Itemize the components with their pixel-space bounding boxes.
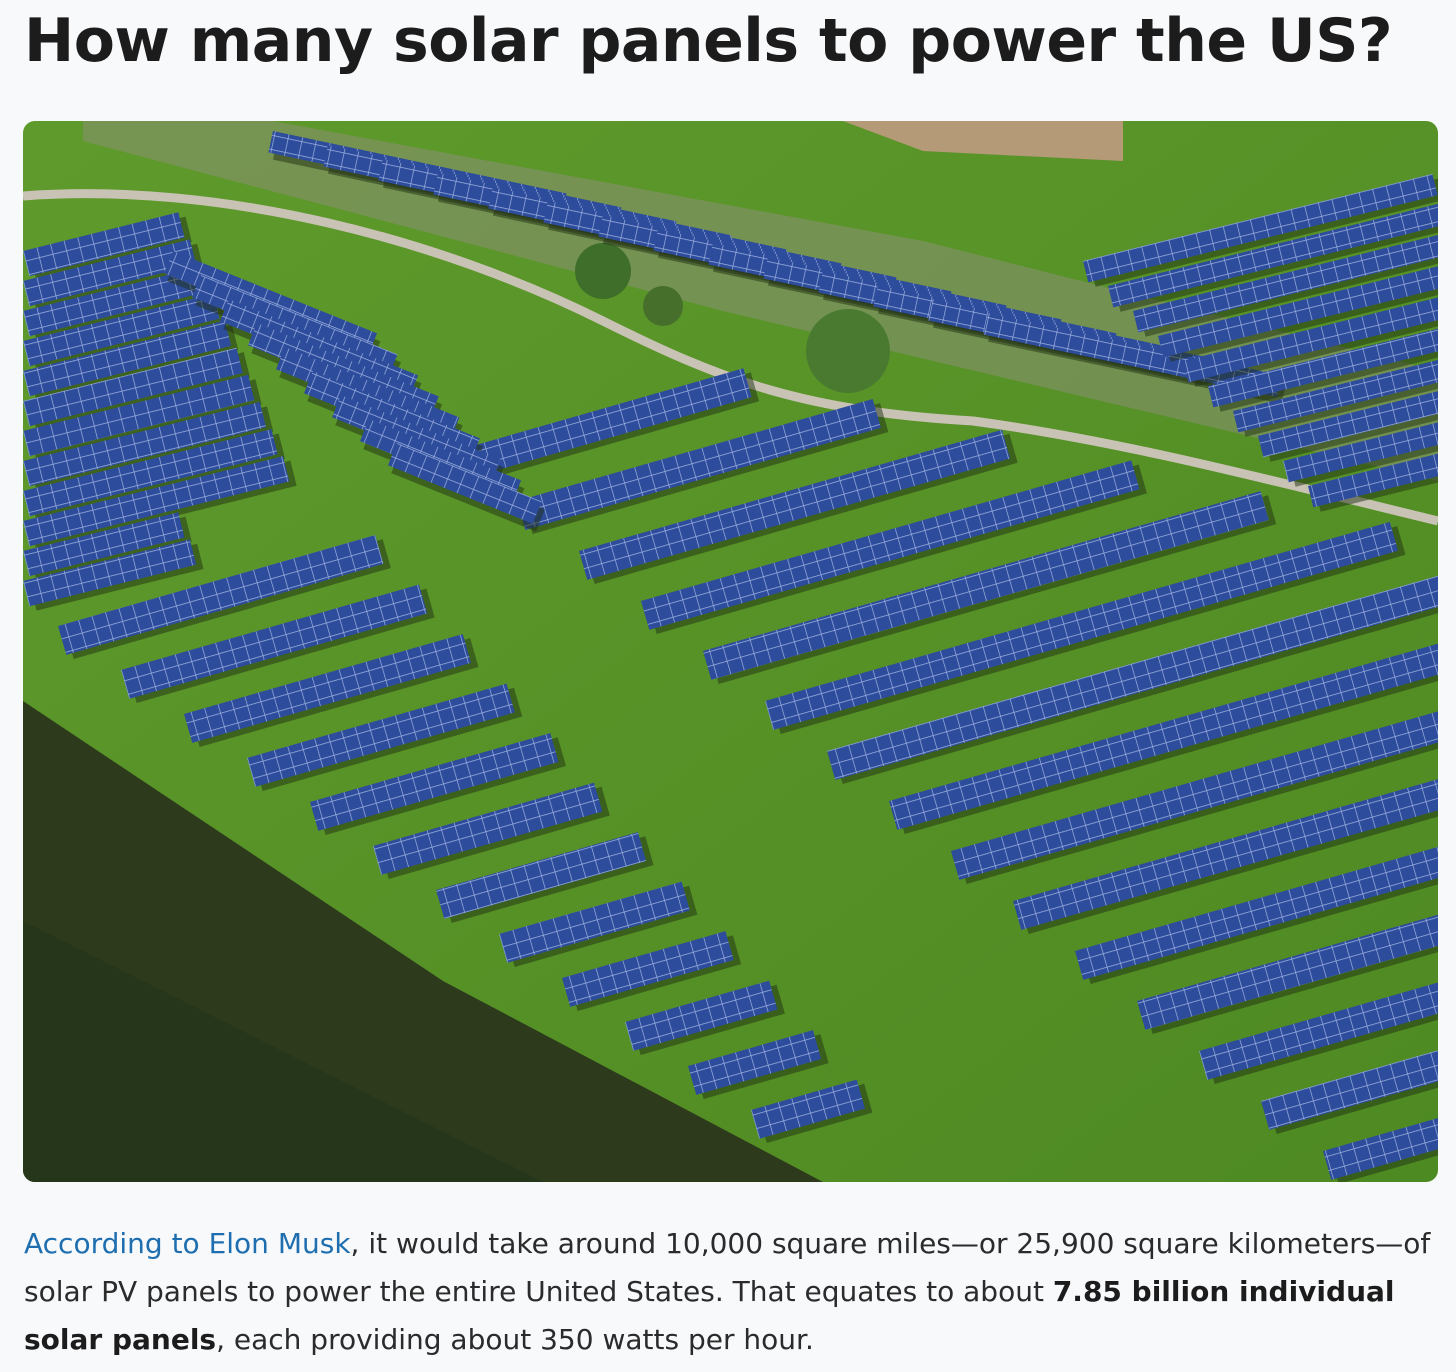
panel-row — [1183, 273, 1438, 383]
plowed-field — [843, 121, 1123, 161]
panel-row — [23, 320, 232, 397]
panel-row — [750, 1079, 866, 1139]
panel-row — [641, 460, 1140, 630]
panel-row — [23, 347, 243, 427]
text: , each providing about 350 watts per hou… — [216, 1323, 814, 1356]
title: How many solar panels to power the US? — [24, 6, 1393, 76]
panel-row — [1258, 348, 1438, 458]
panel-row — [23, 212, 185, 277]
panel-row — [1282, 373, 1438, 483]
panel-row — [499, 881, 690, 963]
panel-row — [23, 293, 220, 367]
panel-row — [624, 980, 778, 1051]
panel-row — [23, 456, 290, 547]
tree — [575, 243, 631, 299]
panel-row — [184, 634, 472, 743]
panel-row — [23, 401, 267, 487]
panel-row — [517, 399, 881, 530]
panel-row — [1208, 298, 1438, 408]
panel-row — [23, 429, 278, 517]
rail-track — [83, 121, 1438, 481]
panel-row — [562, 931, 734, 1007]
highlight: 7.85 billion individual solar panels — [24, 1275, 1395, 1356]
panel-row — [23, 512, 185, 577]
panel-row — [1137, 706, 1438, 1030]
panel-row — [703, 491, 1269, 680]
body-text: According to Elon Musk, it would take ar… — [24, 1220, 1434, 1364]
panel-row — [1158, 248, 1438, 358]
panel-row — [1083, 173, 1438, 283]
panel-row — [373, 782, 603, 875]
panel-row — [1308, 398, 1438, 508]
solar-farm-photo — [23, 121, 1438, 1182]
panel-row — [765, 521, 1399, 730]
panel-row — [826, 552, 1438, 780]
panel-row — [58, 535, 384, 655]
panel-row — [688, 1030, 822, 1095]
panel-row — [121, 584, 428, 699]
panel-row — [247, 683, 515, 787]
panel-row — [435, 832, 647, 919]
panel-row — [388, 443, 542, 524]
panel-row — [1013, 644, 1438, 930]
panel-row — [951, 613, 1438, 880]
panel-row — [23, 239, 197, 307]
source-link[interactable]: According to Elon Musk — [24, 1227, 351, 1260]
panel-row — [1108, 198, 1438, 308]
panel-row — [23, 539, 197, 607]
panel-row — [23, 374, 255, 457]
panel-row — [1075, 675, 1438, 980]
panel-row — [455, 368, 752, 480]
panel-row — [1133, 223, 1438, 333]
panel-row — [1233, 323, 1438, 433]
panel-row — [23, 266, 208, 337]
tree — [806, 309, 890, 393]
dark-field — [23, 921, 543, 1182]
tree — [643, 286, 683, 326]
panel-row — [889, 583, 1438, 830]
panel-row — [309, 733, 559, 831]
text: , it would take around 10,000 square mil… — [24, 1227, 1431, 1308]
panel-rows — [23, 131, 1438, 1182]
panel-row — [579, 429, 1011, 580]
